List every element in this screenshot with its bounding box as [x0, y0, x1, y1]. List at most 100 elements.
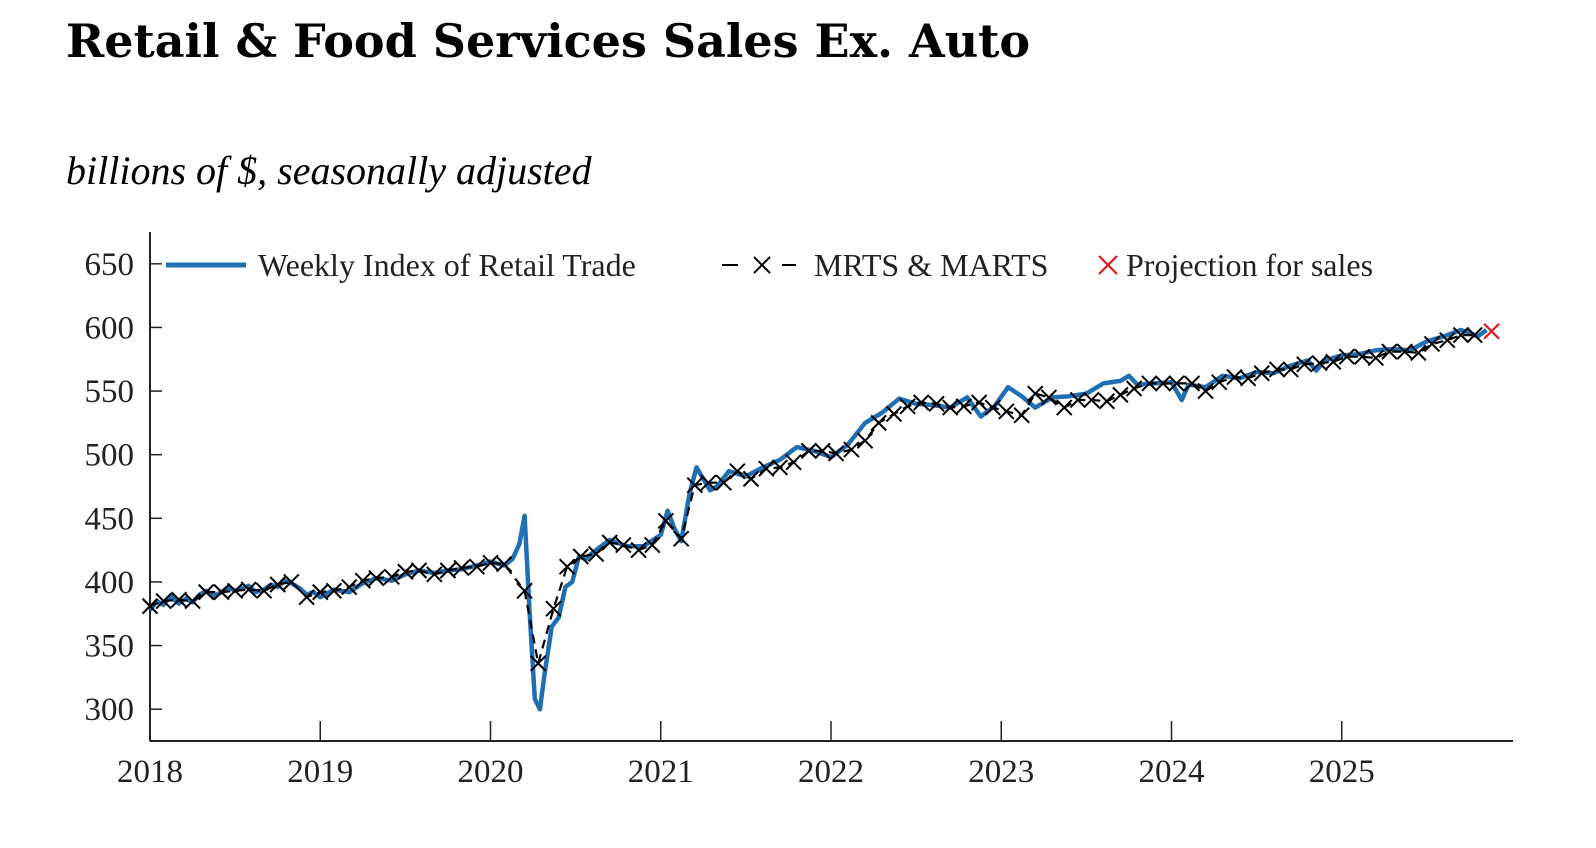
x-marker-stroke [1098, 393, 1116, 410]
mrts-marts-point [1410, 344, 1427, 362]
x-marker-stroke [1183, 375, 1201, 392]
mrts-marts-point [758, 460, 775, 477]
x-marker-stroke [1083, 391, 1100, 409]
mrts-marts-point [312, 583, 329, 601]
x-marker-stroke [1311, 354, 1328, 372]
mrts-marts-point [426, 566, 443, 583]
x-tick-label: 2023 [968, 754, 1034, 790]
mrts-marts-point [155, 592, 172, 610]
mrts-marts-point [1268, 361, 1286, 378]
mrts-marts-point [885, 405, 903, 423]
x-axis: 2018 2019 2020 2021 2022 2023 2024 2025 [117, 721, 1375, 790]
mrts-marts-point [970, 394, 988, 411]
y-tick-label: 650 [85, 247, 135, 283]
x-marker-stroke [955, 398, 973, 415]
x-tick-label: 2021 [628, 754, 694, 790]
legend-mrts-label: MRTS & MARTS [814, 247, 1048, 283]
mrts-marts-point [630, 541, 647, 559]
x-marker-stroke [558, 558, 576, 575]
mrts-marts-point [226, 582, 244, 600]
x-tick-label: 2024 [1139, 754, 1205, 790]
x-marker-stroke [1353, 348, 1371, 365]
x-marker-stroke [1367, 349, 1385, 367]
mrts-marts-point [1381, 343, 1398, 360]
mrts-marts-point [785, 454, 802, 471]
mrts-marts-point [998, 403, 1015, 420]
x-marker-stroke [516, 582, 533, 600]
mrts-marts-point [495, 555, 513, 573]
x-marker-stroke [410, 562, 428, 579]
mrts-marts-point [340, 578, 358, 596]
x-marker-stroke [587, 545, 605, 563]
axes [149, 232, 1513, 742]
x-marker-stroke [383, 568, 400, 586]
x-marker-stroke [439, 562, 457, 579]
x-marker-stroke [1253, 365, 1270, 382]
legend: Weekly Index of Retail Trade MRTS & MARTS… [166, 247, 1373, 283]
mrts-marts-point [715, 474, 732, 491]
y-tick-label: 400 [85, 565, 135, 601]
x-marker-stroke [226, 582, 244, 600]
x-marker-stroke [155, 592, 172, 610]
mrts-marts-point [1197, 382, 1214, 400]
mrts-marts-point [170, 591, 188, 608]
mrts-marts-point [184, 592, 201, 610]
x-marker-stroke [141, 597, 159, 615]
x-marker-stroke [495, 555, 513, 573]
x-marker-stroke [984, 399, 1001, 416]
mrts-marts-point [742, 470, 760, 488]
x-marker-stroke [269, 576, 286, 593]
x-marker-stroke [1452, 326, 1470, 344]
x-tick-label: 2019 [287, 754, 353, 790]
mrts-marts-point [1325, 353, 1342, 371]
mrts-marts-point [814, 442, 831, 460]
x-marker-stroke [686, 477, 704, 494]
mrts-marts-point [899, 398, 916, 415]
mrts-marts-point [1253, 365, 1270, 382]
mrts-marts-point [1112, 386, 1129, 404]
mrts-marts-point [1439, 331, 1456, 349]
x-marker-stroke [1239, 370, 1257, 387]
mrts-marts-point [439, 562, 457, 579]
mrts-marts-point [283, 573, 300, 591]
x-marker-stroke [184, 592, 201, 610]
x-marker-stroke [843, 441, 860, 458]
x-tick-label: 2018 [117, 754, 183, 790]
weekly-index-line [148, 327, 1488, 712]
x-marker-stroke [827, 445, 845, 462]
y-tick-label: 300 [85, 692, 135, 728]
x-marker-stroke [715, 474, 732, 491]
mrts-marts-point [1069, 391, 1087, 409]
x-marker-stroke [913, 394, 930, 411]
x-marker-stroke [800, 442, 818, 460]
mrts-marts-point [856, 432, 874, 449]
mrts-marts-point [397, 563, 414, 580]
x-marker-stroke [213, 583, 230, 601]
mrts-marts-point [453, 559, 470, 577]
x-marker-stroke [870, 414, 887, 432]
mrts-marts-point [644, 536, 661, 554]
x-marker-stroke [1141, 375, 1158, 392]
mrts-marts-point [545, 600, 562, 617]
x-marker-stroke [1410, 344, 1427, 362]
x-marker-stroke [1338, 348, 1356, 365]
mrts-marts-point [1183, 375, 1201, 392]
legend-projection-marker [1098, 255, 1118, 275]
mrts-marts-point [516, 582, 533, 600]
mrts-marts-point [410, 562, 428, 579]
x-marker-stroke [482, 554, 499, 572]
x-marker-stroke [615, 536, 632, 554]
projection-point [1483, 322, 1500, 340]
y-tick-label: 450 [85, 501, 135, 537]
x-marker-stroke [340, 578, 358, 596]
series-layer [141, 322, 1500, 712]
mrts-marts-line [149, 334, 1475, 664]
x-marker-stroke [1296, 356, 1313, 373]
mrts-marts-point [1338, 348, 1356, 365]
mrts-marts-point [827, 445, 845, 462]
x-marker-stroke [545, 600, 562, 617]
mrts-marts-point [1141, 375, 1158, 392]
mrts-marts-point [1239, 370, 1257, 387]
mrts-marts-point [298, 589, 315, 606]
x-marker-stroke [729, 463, 746, 480]
